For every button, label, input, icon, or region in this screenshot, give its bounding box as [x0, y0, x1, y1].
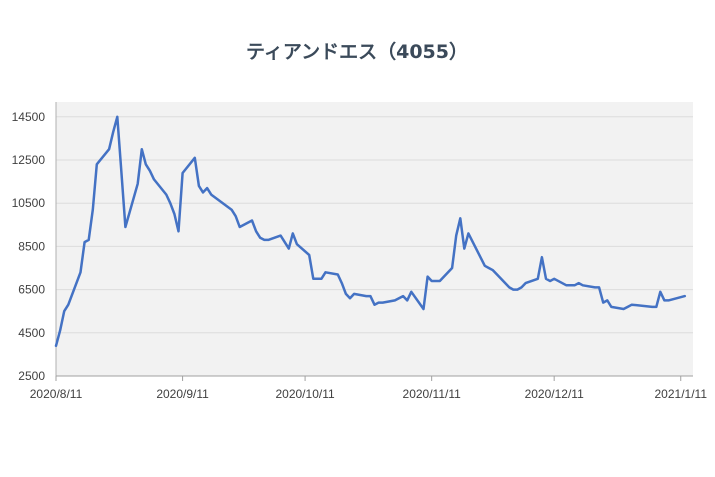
x-tick-label: 2020/11/11: [403, 387, 462, 401]
series-layer: [54, 115, 687, 348]
y-tick-label: 14500: [12, 110, 46, 124]
x-tick-label: 2021/1/11: [655, 387, 708, 401]
y-tick-label: 6500: [18, 283, 45, 297]
price-series-line: [54, 115, 687, 348]
x-tick-label: 2020/12/11: [525, 387, 584, 401]
x-tick-label: 2020/9/11: [156, 387, 209, 401]
x-tick-label: 2020/8/11: [30, 387, 83, 401]
y-axis: 2500 4500 6500 8500 10500 12500 14500: [12, 102, 57, 383]
y-tick-label: 4500: [18, 326, 45, 340]
chart-title: ティアンドエス（4055）: [246, 40, 468, 63]
y-tick-label: 8500: [18, 239, 45, 253]
x-axis: 2020/8/11 2020/9/11 2020/10/11 2020/11/11 20…: [30, 375, 708, 401]
y-tick-label: 2500: [18, 369, 45, 383]
x-tick-label: 2020/10/11: [275, 387, 334, 401]
y-tick-label: 12500: [12, 153, 46, 167]
grid-lines: [56, 116, 693, 334]
plot-area-background: [56, 102, 693, 376]
y-tick-label: 10500: [12, 196, 46, 210]
